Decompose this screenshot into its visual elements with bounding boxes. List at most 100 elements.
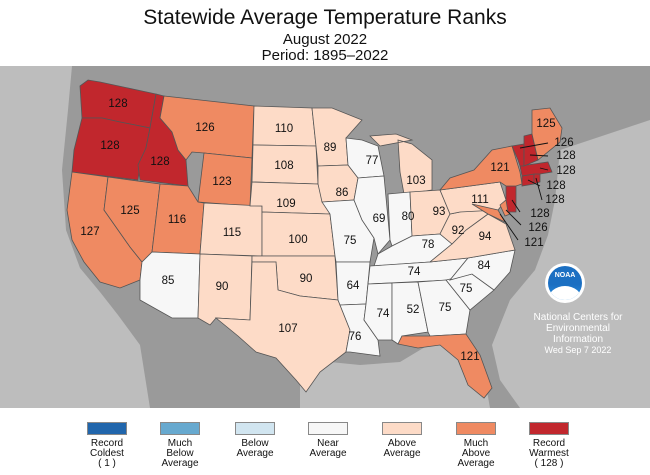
rank-label-AL: 52 [407, 304, 420, 316]
state-TX [214, 261, 351, 393]
legend-label: Much [167, 438, 193, 449]
rank-label-TX: 107 [278, 323, 297, 335]
legend-label: Much [463, 438, 489, 449]
rank-label-WI: 77 [366, 155, 379, 167]
legend-label: Near [317, 438, 339, 449]
legend-item-much-above: Much Above Average [436, 422, 516, 469]
credit-date: Wed Sep 7 2022 [544, 345, 612, 355]
legend-label: Coldest [90, 448, 124, 459]
rank-label-DE: 126 [528, 222, 547, 234]
rank-label-OR: 128 [100, 140, 119, 152]
rank-label-FL: 121 [460, 351, 479, 363]
pacific-water [0, 66, 150, 408]
rank-label-LA: 76 [349, 331, 362, 343]
rank-label-ID: 128 [150, 156, 169, 168]
rank-label-IL: 69 [373, 213, 386, 225]
rank-label-KS: 100 [288, 234, 307, 246]
rank-label-MN: 89 [324, 142, 337, 154]
legend-label: Average [457, 458, 495, 469]
legend-item-above: Above Average [362, 422, 442, 459]
rank-label-MT: 126 [195, 122, 214, 134]
credit-line-2: Environmental [546, 323, 610, 334]
rank-label-VT: 126 [554, 137, 573, 149]
rank-label-NY: 121 [490, 162, 509, 174]
rank-label-UT: 116 [168, 214, 186, 226]
rank-label-OK: 90 [300, 273, 313, 285]
legend-label: Average [236, 448, 274, 459]
legend-label: Below [166, 448, 194, 459]
rank-label-NJ: 128 [530, 208, 549, 220]
legend-item-record-warmest: Record Warmest ( 128 ) [509, 422, 589, 469]
map-title: Statewide Average Temperature Ranks [143, 6, 507, 29]
map-subtitle-month: August 2022 [282, 31, 368, 48]
legend-item-below: Below Average [215, 422, 295, 459]
gulf-water [300, 338, 490, 408]
legend-swatch [87, 422, 127, 435]
legend-label: Record [532, 438, 566, 449]
temperature-rank-map: 128 128 127 128 125 126 123 116 85 115 9… [0, 66, 650, 408]
rank-label-NC: 84 [478, 260, 491, 272]
state-MI [369, 133, 433, 195]
rank-label-WY: 123 [212, 176, 231, 188]
rank-label-IN: 80 [402, 211, 415, 223]
legend-label: Above [387, 438, 417, 449]
rank-label-NH: 128 [556, 150, 575, 162]
legend-label: Average [309, 448, 347, 459]
state-ME [531, 107, 563, 161]
rank-label-ND: 110 [275, 123, 293, 135]
noaa-logo-emblem: NOAA [548, 266, 582, 300]
rank-label-MI: 103 [406, 175, 425, 187]
legend-item-near: Near Average [288, 422, 368, 459]
legend-item-much-below: Much Below Average [140, 422, 220, 469]
state-VT [511, 143, 525, 167]
callout-leaders [499, 142, 549, 241]
rank-label-NV: 125 [120, 205, 139, 217]
legend-label: Record [90, 438, 124, 449]
rank-label-NM: 90 [216, 281, 229, 293]
legend-label: ( 128 ) [534, 458, 564, 469]
rank-label-ME: 125 [536, 118, 555, 130]
rank-label-SD: 108 [274, 160, 293, 172]
legend-label: Above [461, 448, 491, 459]
legend-swatch [308, 422, 348, 435]
legend-label: Warmest [529, 448, 569, 459]
rank-label-SC: 75 [460, 283, 473, 295]
state-MA [519, 161, 553, 177]
legend-swatch [160, 422, 200, 435]
rank-label-PA: 111 [471, 194, 488, 206]
noaa-logo: NOAA [545, 263, 585, 303]
rank-label-OH: 93 [433, 206, 446, 218]
legend-label: ( 1 ) [98, 458, 116, 469]
legend-swatch [529, 422, 569, 435]
legend-label: Average [383, 448, 421, 459]
rank-label-RI: 128 [546, 180, 565, 192]
rank-label-MS: 74 [377, 308, 390, 320]
rank-label-KY: 78 [422, 239, 435, 251]
credit-line-3: Information [552, 334, 604, 345]
rank-label-NE: 109 [276, 198, 295, 210]
rank-label-MA: 128 [556, 165, 575, 177]
rank-label-AZ: 85 [162, 275, 175, 287]
rank-label-MD: 121 [524, 237, 543, 249]
legend-swatch [235, 422, 275, 435]
rank-label-WA: 128 [108, 98, 127, 110]
noaa-logo-text: NOAA [554, 272, 576, 279]
state-IL [353, 175, 391, 255]
legend-label: Average [161, 458, 199, 469]
rank-label-CA: 127 [80, 226, 99, 238]
legend-swatch [456, 422, 496, 435]
rank-label-CO: 115 [223, 227, 241, 239]
rank-label-CT: 128 [545, 194, 564, 206]
state-NJ [505, 185, 517, 213]
map-subtitle-period: Period: 1895–2022 [261, 47, 389, 64]
rank-label-VA: 94 [479, 231, 492, 243]
rank-label-MO: 75 [344, 235, 357, 247]
legend-label: Below [241, 438, 269, 449]
rank-label-WV: 92 [452, 225, 465, 237]
legend-item-record-coldest: Record Coldest ( 1 ) [67, 422, 147, 469]
rank-label-IA: 86 [336, 187, 349, 199]
credit-line-1: National Centers for [533, 312, 623, 323]
legend-swatch [382, 422, 422, 435]
rank-label-GA: 75 [439, 302, 452, 314]
state-FL [397, 333, 493, 399]
